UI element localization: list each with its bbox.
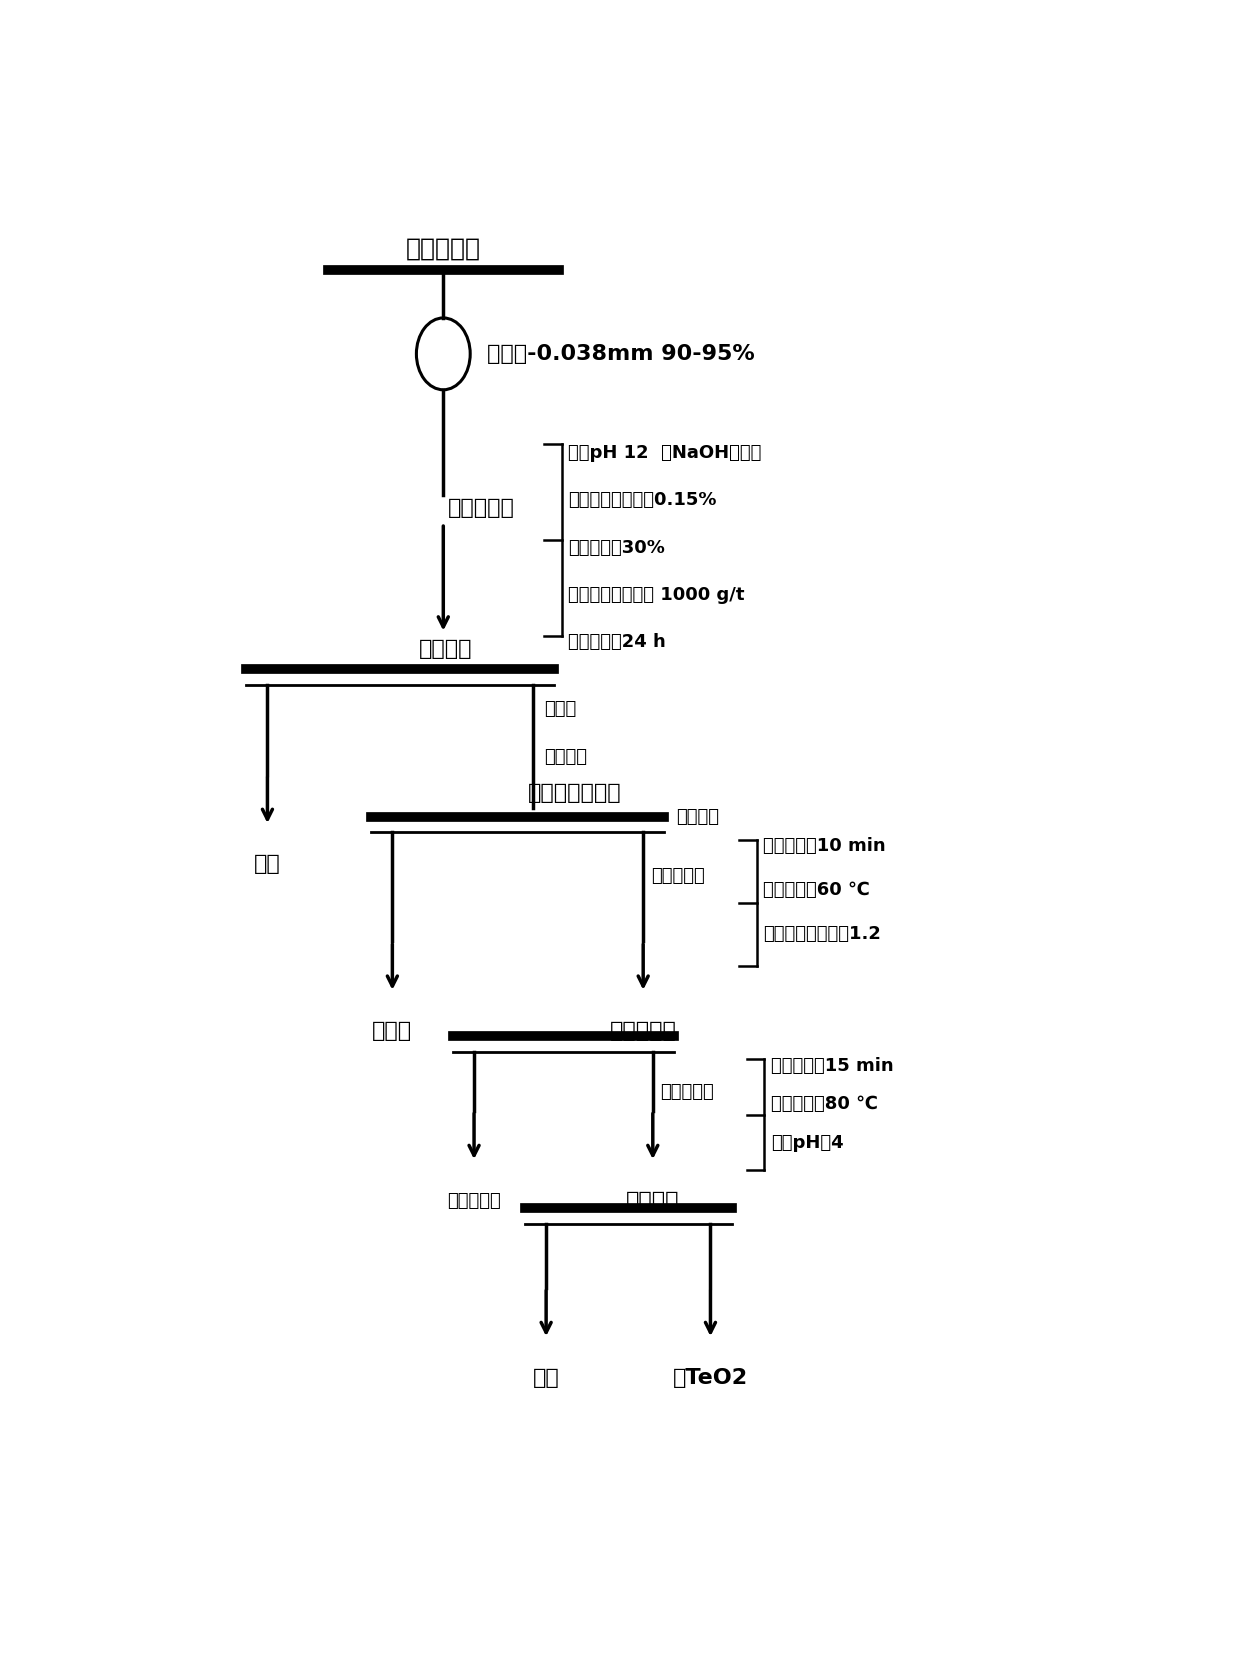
Text: 环保浸金剂浓度：0.15%: 环保浸金剂浓度：0.15% (568, 491, 717, 510)
Text: 浸渣: 浸渣 (254, 855, 280, 875)
Text: 助浸剂：亚硫酸钠 1000 g/t: 助浸剂：亚硫酸钠 1000 g/t (568, 586, 745, 605)
Text: 含金碲: 含金碲 (544, 700, 577, 718)
Text: 矿浆浓度：30%: 矿浆浓度：30% (568, 538, 665, 556)
Text: 水解温度：80 ℃: 水解温度：80 ℃ (771, 1095, 878, 1113)
Text: 矿浆pH 12  （NaOH调节）: 矿浆pH 12 （NaOH调节） (568, 443, 761, 461)
Text: 细磨：-0.038mm 90-95%: 细磨：-0.038mm 90-95% (486, 343, 754, 363)
Text: 净化时间：10 min: 净化时间：10 min (764, 838, 885, 855)
Text: 活性炭吸附分离: 活性炭吸附分离 (528, 783, 621, 803)
Text: 载金碳: 载金碳 (372, 1021, 413, 1041)
Text: 含碲金精矿: 含碲金精矿 (405, 237, 481, 260)
Text: 浸出贵液: 浸出贵液 (544, 748, 588, 766)
Text: 水解条件：: 水解条件： (661, 1083, 714, 1101)
Text: 终点pH：4: 终点pH：4 (771, 1135, 843, 1151)
Text: 粗TeO2: 粗TeO2 (673, 1368, 748, 1388)
Text: 净化条件：: 净化条件： (651, 866, 704, 885)
Text: 硫化盐净化: 硫化盐净化 (610, 1021, 677, 1041)
Text: 铅银铜杂质: 铅银铜杂质 (448, 1191, 501, 1210)
Text: 浸出条件：: 浸出条件： (448, 498, 515, 518)
Text: 水解沉碲: 水解沉碲 (626, 1191, 680, 1211)
Text: 含碲贵液: 含碲贵液 (676, 808, 719, 826)
Text: 环保浸出: 环保浸出 (419, 638, 472, 660)
Text: 浸出时间：24 h: 浸出时间：24 h (568, 633, 666, 651)
Text: 水解时间：15 min: 水解时间：15 min (771, 1056, 894, 1075)
Text: 贫液: 贫液 (533, 1368, 559, 1388)
Text: 净化温度：60 ℃: 净化温度：60 ℃ (764, 881, 870, 900)
Text: 硫化钠过量系数：1.2: 硫化钠过量系数：1.2 (764, 925, 882, 943)
